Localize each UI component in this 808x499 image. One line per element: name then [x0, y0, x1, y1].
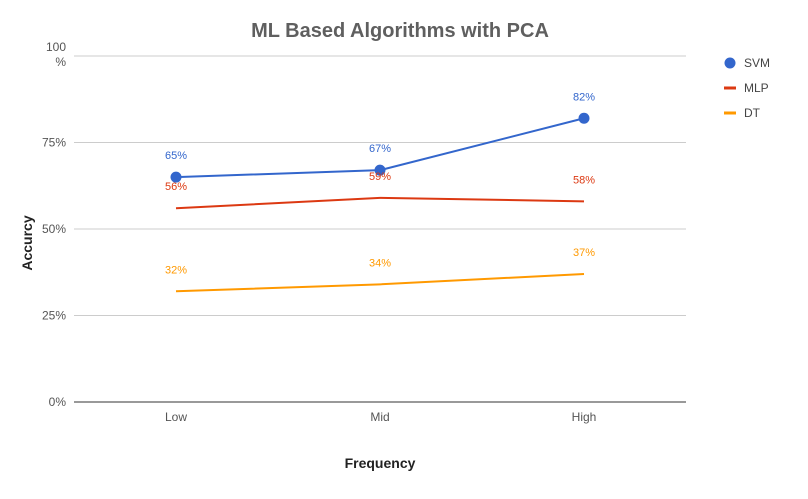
series-line-dt	[175, 272, 585, 293]
data-label-mlp: 58%	[573, 174, 595, 186]
data-point-svm	[170, 171, 182, 183]
data-point-svm	[578, 112, 590, 124]
y-tick-label: 0%	[49, 395, 67, 409]
data-labels: 65% 67% 82% 56% 59% 58% 32% 34% 37%	[165, 91, 595, 276]
series-layer	[170, 112, 590, 293]
y-tick-label: 50%	[42, 222, 66, 236]
y-tick-label: 75%	[42, 136, 66, 150]
data-label-dt: 32%	[165, 264, 187, 276]
chart-title: ML Based Algorithms with PCA	[251, 20, 549, 42]
data-label-svm: 67%	[369, 143, 391, 155]
legend-label-dt: DT	[744, 106, 761, 120]
y-tick-label: 100%	[46, 40, 66, 69]
legend-label-svm: SVM	[744, 56, 770, 70]
y-tick-label: 25%	[42, 309, 66, 323]
y-axis-ticks: 0% 25% 50% 75% 100%	[42, 40, 66, 409]
legend: SVM MLP DT	[724, 56, 770, 120]
x-axis-ticks: Low Mid High	[165, 410, 596, 424]
legend-marker-mlp	[724, 86, 736, 90]
data-label-dt: 37%	[573, 247, 595, 259]
series-line-mlp	[175, 196, 585, 210]
y-axis-title: Accurcy	[19, 215, 35, 270]
data-label-mlp: 56%	[165, 181, 187, 193]
legend-marker-dt	[724, 111, 736, 115]
x-tick-label: High	[572, 410, 597, 424]
data-label-svm: 65%	[165, 150, 187, 162]
x-axis-title: Frequency	[345, 455, 416, 471]
grid-lines	[74, 55, 686, 403]
x-tick-label: Low	[165, 410, 187, 424]
data-label-mlp: 59%	[369, 171, 391, 183]
data-point-svm	[374, 164, 386, 176]
data-label-svm: 82%	[573, 91, 595, 103]
data-label-dt: 34%	[369, 257, 391, 269]
legend-marker-svm	[724, 57, 736, 69]
x-tick-label: Mid	[370, 410, 389, 424]
legend-label-mlp: MLP	[744, 81, 769, 95]
